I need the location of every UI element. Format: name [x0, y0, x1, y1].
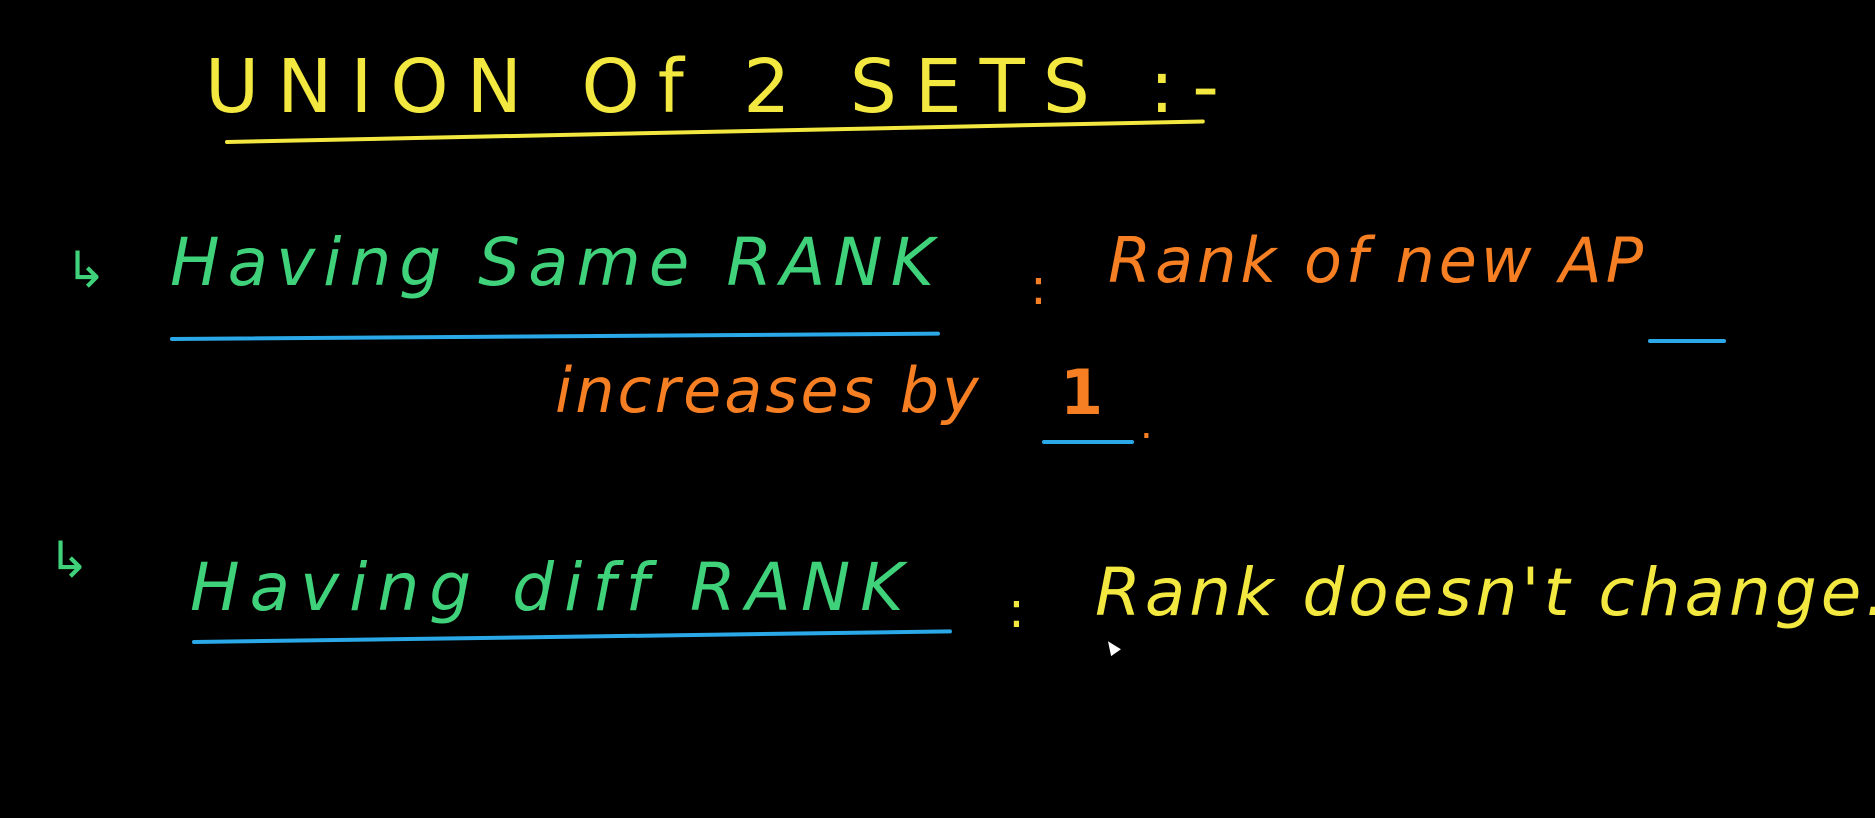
- curved-arrow-icon: ↳: [65, 241, 107, 299]
- rule1-condition-underline: [169, 331, 940, 341]
- rule1-period: .: [1140, 402, 1153, 448]
- ap-underline: [1648, 339, 1726, 343]
- rule1-condition: Having Same RANK: [170, 224, 943, 301]
- rule1-result-line2: increases by: [555, 354, 982, 427]
- mouse-pointer-icon: [1103, 637, 1121, 657]
- rule1-separator: :: [1030, 258, 1047, 316]
- title-text: UNION Of 2 SETS :-: [205, 44, 1237, 130]
- rule2-result: Rank doesn't change.: [1095, 554, 1875, 631]
- rule2-condition: Having diff RANK: [190, 549, 914, 626]
- curved-arrow-icon: ↳: [48, 531, 90, 589]
- number-underline: [1042, 440, 1134, 444]
- rule2-separator: :: [1008, 581, 1025, 639]
- rule1-number: 1: [1060, 356, 1104, 429]
- rule1-result-line1: Rank of new AP: [1108, 224, 1648, 297]
- rule2-condition-underline: [191, 629, 952, 644]
